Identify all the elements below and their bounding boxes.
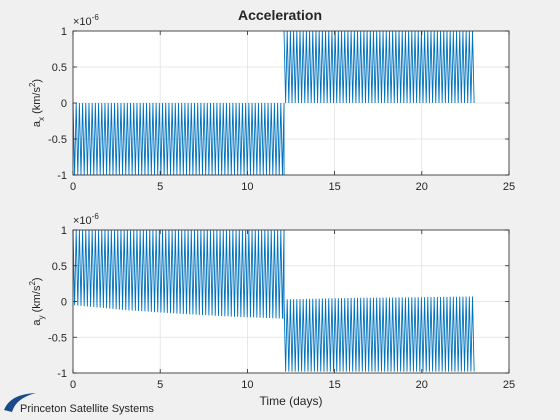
x-tick-label: 15: [328, 181, 340, 193]
y-tick-label: 1: [61, 225, 67, 237]
x-axis-label: Time (days): [260, 394, 323, 408]
x-tick-label: 25: [503, 181, 515, 193]
princeton-logo: Princeton Satellite Systems: [4, 393, 154, 415]
series-line: [283, 30, 475, 104]
x-tick-label: 20: [416, 181, 428, 193]
y-tick-label: 1: [61, 26, 67, 38]
y-tick-label: 0.5: [52, 62, 67, 74]
series-group: [72, 30, 475, 176]
y-exponent-label: ×10-6: [73, 13, 99, 28]
series-line: [72, 102, 285, 176]
logo-swoosh-icon: [4, 393, 36, 412]
x-tick-label: 0: [70, 181, 76, 193]
x-tick-label: 5: [157, 181, 163, 193]
x-tick-label: 0: [70, 379, 76, 391]
y-tick-label: 0.5: [52, 261, 67, 273]
y-tick-label: -0.5: [48, 332, 67, 344]
x-tick-label: 5: [157, 379, 163, 391]
x-tick-label: 20: [416, 379, 428, 391]
x-tick-label: 15: [328, 379, 340, 391]
logo-text: Princeton Satellite Systems: [20, 403, 154, 415]
y-exponent-label: ×10-6: [73, 212, 99, 227]
chart-title: Acceleration: [238, 7, 322, 23]
x-tick-label: 10: [241, 379, 253, 391]
y-tick-label: -0.5: [48, 134, 67, 146]
x-tick-label: 10: [241, 181, 253, 193]
y-tick-label: -1: [57, 170, 67, 182]
y-tick-label: -1: [57, 368, 67, 380]
series-line: [283, 296, 475, 372]
x-tick-label: 25: [503, 379, 515, 391]
acceleration-y-panel: 0 5 10 15 20 25 -1 -0.5 0 0.5 1 ×10-6 ay (km/s2) Time…: [28, 212, 515, 408]
acceleration-x-panel: 0 5 10 15 20 25 -1 -0.5 0 0.5 1 ×10-6 ax (km/s2): [28, 13, 515, 193]
y-axis-label: ay (km/s2): [28, 277, 46, 325]
y-tick-label: 0: [61, 297, 67, 309]
y-tick-label: 0: [61, 98, 67, 110]
y-axis-label: ax (km/s2): [28, 79, 46, 127]
